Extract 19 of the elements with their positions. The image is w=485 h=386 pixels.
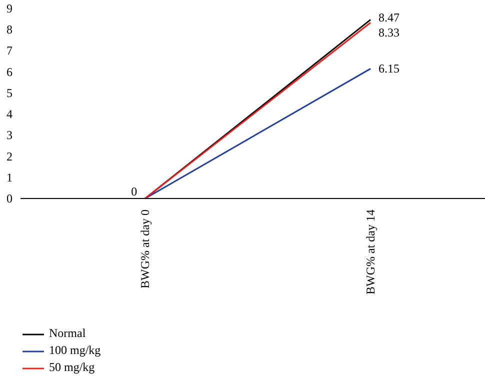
data-label: 8.47 [378, 10, 400, 25]
y-tick-label: 3 [6, 128, 12, 142]
y-tick-label: 8 [6, 22, 12, 37]
y-tick-label: 1 [6, 170, 12, 184]
legend-label: Normal [49, 326, 86, 341]
data-label: 8.33 [378, 26, 400, 40]
y-tick-label: 0 [6, 192, 12, 206]
x-tick-label: BWG% at day 0 [138, 209, 152, 288]
x-tick-label: BWG% at day 14 [364, 209, 378, 294]
y-tick-label: 7 [6, 44, 12, 58]
legend-label: 50 mg/kg [49, 360, 95, 375]
y-tick-label: 5 [6, 86, 12, 100]
y-tick-label: 9 [6, 2, 12, 16]
legend-label: 100 mg/kg [49, 343, 101, 358]
data-label: 6.15 [378, 62, 400, 76]
y-tick-label: 6 [6, 64, 12, 79]
data-label: 0 [131, 184, 138, 198]
y-tick-label: 4 [6, 107, 12, 122]
y-tick-label: 2 [6, 149, 12, 164]
